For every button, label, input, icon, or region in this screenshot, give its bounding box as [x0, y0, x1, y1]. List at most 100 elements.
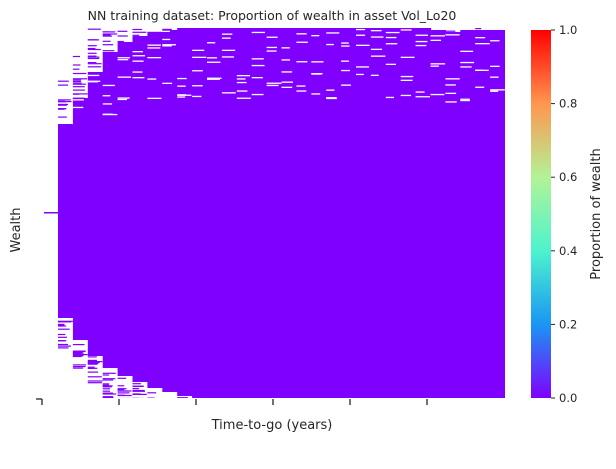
heatmap-missing-cell — [445, 78, 460, 80]
heatmap-fringe-cell — [58, 336, 68, 338]
heatmap-missing-cell — [236, 90, 248, 92]
heatmap-fringe-cell — [117, 35, 128, 37]
heatmap-missing-cell — [445, 101, 457, 103]
heatmap-fringe-cell — [72, 355, 82, 358]
heatmap-fringe-cell — [72, 64, 81, 66]
heatmap-missing-cell — [87, 81, 98, 83]
heatmap-column — [311, 28, 327, 398]
heatmap-fringe-cell — [102, 383, 110, 385]
heatmap-missing-cell — [251, 93, 264, 96]
heatmap-missing-cell — [132, 77, 145, 79]
heatmap-missing-cell — [132, 71, 143, 73]
heatmap-fringe-cell — [132, 390, 145, 392]
heatmap-cells — [44, 28, 505, 398]
heatmap-missing-cell — [415, 40, 428, 43]
heatmap-fringe-cell — [102, 372, 116, 374]
heatmap-missing-cell — [460, 66, 472, 68]
heatmap-fringe-cell — [87, 39, 98, 41]
heatmap-missing-cell — [147, 78, 157, 80]
heatmap-missing-cell — [147, 47, 161, 49]
heatmap-missing-cell — [385, 31, 400, 34]
colorbar-label: Proportion of wealth — [589, 148, 604, 279]
heatmap-fringe-cell — [102, 374, 110, 376]
heatmap-missing-cell — [415, 91, 425, 93]
heatmap-fringe-cell — [132, 388, 139, 390]
heatmap-fringe-cell — [87, 62, 97, 64]
heatmap-missing-cell — [490, 65, 500, 67]
heatmap-column — [177, 28, 193, 396]
heatmap-fringe-cell — [72, 79, 82, 81]
heatmap-column — [87, 72, 104, 356]
heatmap-missing-cell — [221, 56, 235, 58]
heatmap-fringe-cell — [72, 80, 82, 83]
heatmap-fringe-cell — [58, 80, 69, 82]
x-axis-label: Time-to-go (years) — [211, 418, 333, 433]
heatmap-missing-cell — [296, 85, 306, 87]
heatmap-fringe-cell — [87, 367, 98, 369]
heatmap-missing-cell — [162, 38, 171, 41]
heatmap-missing-cell — [281, 86, 293, 88]
heatmap-fringe-cell — [87, 359, 97, 361]
heatmap-fringe-cell — [102, 33, 118, 35]
heatmap-missing-cell — [236, 75, 251, 77]
heatmap-missing-cell — [162, 44, 176, 46]
heatmap-missing-cell — [430, 39, 441, 41]
heatmap-missing-cell — [72, 106, 84, 109]
heatmap-fringe-cell — [132, 34, 140, 36]
heatmap-missing-cell — [177, 77, 187, 80]
heatmap-missing-cell — [117, 98, 128, 101]
heatmap-column — [356, 28, 372, 398]
heatmap-missing-cell — [370, 48, 383, 50]
heatmap-missing-cell — [490, 40, 500, 42]
heatmap-column — [475, 30, 491, 398]
heatmap-missing-cell — [221, 33, 233, 35]
heatmap-fringe-cell — [58, 328, 70, 330]
heatmap-missing-cell — [370, 74, 379, 76]
heatmap-fringe-cell — [87, 380, 103, 382]
heatmap-column — [296, 28, 312, 398]
heatmap-fringe-cell — [58, 340, 65, 342]
heatmap-fringe-cell — [58, 103, 68, 105]
heatmap-fringe-cell — [58, 347, 69, 349]
heatmap-missing-cell — [415, 96, 430, 98]
heatmap-fringe-cell — [58, 100, 66, 102]
heatmap-missing-cell — [281, 71, 293, 73]
heatmap-fringe-cell — [117, 30, 128, 32]
heatmap-missing-cell — [72, 99, 84, 101]
heatmap-fringe-cell — [102, 44, 114, 46]
heatmap-missing-cell — [177, 94, 192, 96]
heatmap-fringe-cell — [102, 386, 112, 388]
heatmap-missing-cell — [236, 78, 246, 80]
heatmap-fringe-cell — [58, 333, 66, 336]
heatmap-missing-cell — [281, 47, 290, 49]
heatmap-missing-cell — [385, 36, 397, 39]
heatmap-fringe-cell — [58, 345, 71, 347]
heatmap-column — [147, 32, 163, 388]
heatmap-fringe-cell — [102, 396, 114, 398]
heatmap-fringe-cell — [87, 45, 97, 47]
heatmap-column — [221, 28, 238, 398]
heatmap-missing-cell — [311, 73, 322, 75]
heatmap-fringe-cell — [87, 52, 97, 54]
colorbar-tick-label: 0.2 — [559, 317, 577, 331]
heatmap-column — [326, 28, 342, 398]
heatmap-fringe-cell — [102, 390, 111, 392]
heatmap-missing-cell — [356, 66, 370, 68]
heatmap-missing-cell — [132, 60, 144, 62]
heatmap-column — [460, 30, 476, 398]
heatmap-missing-cell — [385, 96, 394, 99]
heatmap-missing-cell — [326, 97, 337, 100]
heatmap-column — [236, 28, 253, 398]
heatmap-fringe-cell — [87, 366, 95, 368]
heatmap-fringe-cell — [102, 378, 116, 380]
heatmap-fringe-cell — [117, 385, 125, 387]
heatmap-fringe-cell — [102, 393, 117, 395]
heatmap-column — [430, 30, 446, 398]
heatmap-missing-cell — [132, 55, 146, 57]
heatmap-missing-cell — [192, 56, 207, 58]
heatmap-missing-cell — [475, 37, 486, 39]
heatmap-missing-cell — [251, 64, 265, 67]
heatmap-fringe-cell — [72, 89, 85, 91]
heatmap-isolated-cell — [368, 386, 380, 388]
heatmap-fringe-cell — [147, 31, 162, 33]
